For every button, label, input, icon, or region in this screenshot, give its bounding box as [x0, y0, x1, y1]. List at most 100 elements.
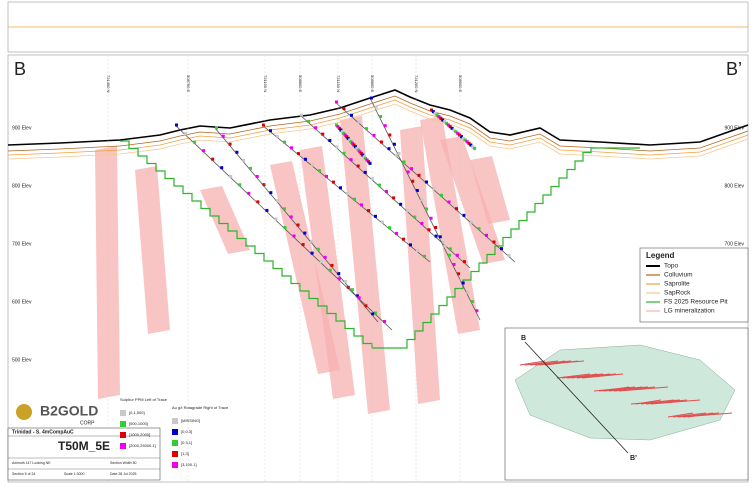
- assay: [381, 220, 384, 224]
- assay: [335, 123, 338, 127]
- assay: [379, 115, 383, 118]
- section-width: Section Width 50: [110, 461, 137, 465]
- elevation-label: 700 Elev: [725, 241, 745, 247]
- assay: [265, 208, 269, 212]
- vein: [608, 386, 643, 392]
- legend-label: [3,100.1]: [181, 462, 197, 467]
- inset-section-line: [524, 341, 629, 454]
- scale: Scale 1:3000: [64, 472, 84, 476]
- assay: [363, 170, 367, 174]
- assay: [467, 141, 471, 145]
- assay: [193, 140, 197, 144]
- assay: [328, 139, 332, 142]
- assay: [420, 221, 424, 225]
- assay: [466, 290, 470, 294]
- assay: [325, 174, 328, 178]
- grid-label: 721200 N: [414, 75, 419, 92]
- legend-label: Colluvium: [664, 272, 693, 279]
- assay: [339, 186, 342, 190]
- assay: [276, 134, 279, 138]
- vein: [645, 399, 688, 405]
- assay: [429, 216, 433, 220]
- assay: [359, 151, 363, 155]
- au-legend: [MISSING] [0,0.3] [0.3,1] [1,3] [3,100.1]: [172, 418, 200, 468]
- assay: [345, 135, 349, 139]
- vein: [571, 373, 598, 379]
- assay: [454, 130, 458, 134]
- mineralization: [95, 116, 510, 414]
- assay: [184, 132, 188, 136]
- assay: [337, 277, 341, 281]
- assay: [463, 138, 467, 142]
- assay: [349, 140, 353, 144]
- vein: [613, 386, 656, 392]
- assay: [456, 131, 460, 135]
- assay: [413, 215, 417, 219]
- assay: [342, 107, 346, 111]
- assay: [445, 121, 448, 125]
- regolith: [7, 95, 749, 152]
- assay: [380, 140, 383, 144]
- grid-label: 508900 E: [458, 75, 463, 92]
- title-block: B2GOLD CORP Trinidad - S. 4mCompAuC T50M…: [7, 403, 161, 481]
- assay: [269, 191, 273, 195]
- assay: [319, 260, 323, 264]
- assay: [439, 116, 443, 120]
- assay: [447, 200, 451, 204]
- assay: [353, 145, 357, 149]
- elevation-label: 800 Elev: [12, 183, 32, 189]
- assay: [357, 120, 361, 124]
- topo: [7, 89, 749, 146]
- assay: [473, 146, 477, 150]
- assay: [425, 207, 428, 211]
- assay: [289, 215, 293, 219]
- assay: [346, 192, 349, 195]
- assay: [465, 140, 469, 144]
- assay: [238, 183, 242, 187]
- section-no: Section 5 of 24: [12, 472, 35, 476]
- grid-labels: 721450 N 508750 E 721100 N 508800 E 721150 N…: [106, 55, 463, 482]
- legend-label: [2000,25000.1]: [129, 443, 156, 448]
- assay: [382, 319, 386, 323]
- assay: [409, 243, 412, 247]
- assay: [335, 100, 338, 104]
- assay: [283, 226, 287, 229]
- assay: [435, 113, 439, 117]
- assay: [431, 110, 435, 114]
- assay: [388, 133, 392, 137]
- legend-swatch: [120, 421, 126, 427]
- assay: [355, 294, 359, 298]
- assay: [434, 234, 438, 238]
- assay: [411, 179, 415, 183]
- assay: [276, 199, 280, 203]
- assay: [292, 234, 296, 238]
- section-right-label: B’: [726, 59, 742, 79]
- assay: [437, 115, 441, 119]
- assay: [448, 125, 452, 129]
- vein: [576, 373, 611, 379]
- assay: [469, 143, 473, 147]
- assay: [332, 180, 335, 184]
- grid-label: 721100 N: [263, 75, 268, 92]
- assay: [433, 111, 437, 115]
- assay: [297, 152, 300, 156]
- assay: [342, 131, 346, 135]
- legend-label: Topo: [664, 263, 678, 270]
- assay: [310, 251, 314, 255]
- elevation-label: 700 Elev: [12, 241, 32, 247]
- assay: [392, 142, 396, 146]
- legend-title: Legend: [646, 251, 675, 260]
- assay: [461, 136, 465, 140]
- assay: [262, 123, 265, 127]
- assay: [423, 254, 426, 258]
- assay: [367, 209, 370, 213]
- assay: [470, 220, 473, 224]
- assay: [211, 157, 215, 161]
- legend-label: [0,0.3]: [181, 429, 192, 434]
- section-left-label: B: [14, 59, 26, 79]
- inset-veins: [519, 360, 733, 418]
- assay: [485, 233, 488, 237]
- vein: [581, 373, 624, 379]
- assay: [356, 164, 360, 168]
